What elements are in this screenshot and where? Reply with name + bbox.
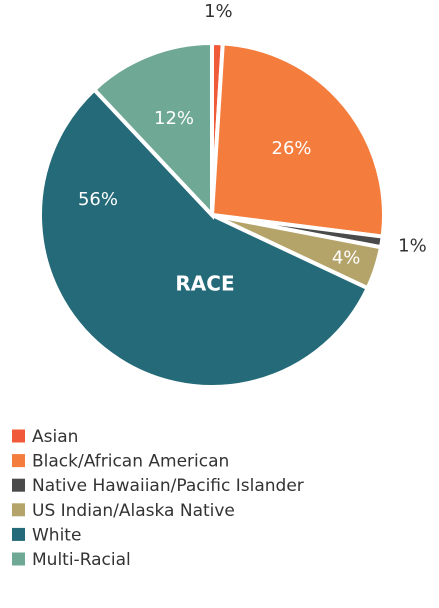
slice-label: 26%	[272, 138, 312, 159]
legend-swatch	[12, 503, 25, 517]
pie-slice	[209, 41, 386, 239]
legend-swatch	[12, 527, 25, 541]
slice-label: 12%	[154, 108, 194, 129]
legend-label: US Indian/Alaska Native	[32, 501, 235, 521]
slice-label: 1%	[398, 236, 427, 257]
legend-swatch	[12, 454, 25, 468]
legend-label: White	[32, 525, 81, 545]
legend-label: Multi-Racial	[32, 550, 131, 570]
legend-label: Black/African American	[32, 452, 229, 472]
center-label: RACE	[175, 272, 234, 296]
slice-label: 1%	[204, 1, 233, 22]
legend-swatch	[12, 429, 25, 443]
pie-slice	[38, 86, 371, 389]
slice-label: 4%	[332, 248, 361, 269]
legend-label: Native Hawaiian/Pacific Islander	[32, 476, 304, 496]
legend-label: Asian	[32, 427, 78, 447]
pie-slice	[91, 40, 214, 221]
slice-label: 56%	[78, 189, 118, 210]
legend-swatch	[12, 478, 25, 492]
legend-swatch	[12, 552, 25, 566]
